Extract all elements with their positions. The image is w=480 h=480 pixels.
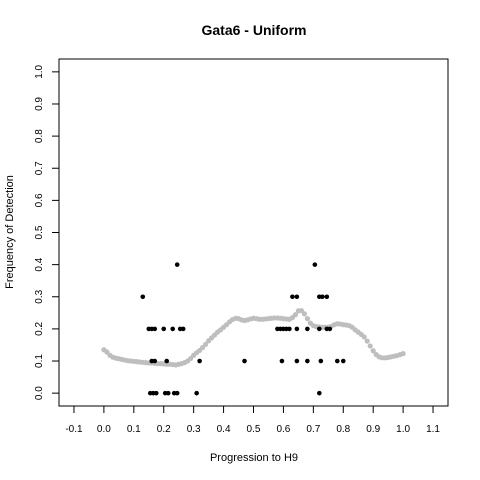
data-point (305, 358, 310, 364)
data-point (290, 294, 295, 300)
smoothed-point (304, 316, 310, 322)
y-tick-label: 0.9 (34, 97, 45, 111)
y-tick-label: 0.7 (34, 161, 45, 175)
data-point (170, 326, 176, 332)
data-point (279, 358, 285, 364)
x-tick-label: 0.4 (217, 424, 231, 435)
data-point (327, 326, 333, 332)
data-point (324, 294, 330, 300)
y-tick-label: 0.2 (34, 322, 45, 336)
y-tick-label: 0.6 (34, 193, 45, 207)
smoothed-point (367, 343, 373, 349)
smoothed-point (370, 348, 376, 354)
y-tick-label: 0.3 (34, 289, 45, 303)
smoothed-point (364, 338, 370, 344)
x-tick-label: 0.3 (187, 424, 201, 435)
smoothed-point (400, 351, 406, 357)
data-point (294, 294, 300, 300)
y-tick-label: 0.5 (34, 225, 45, 239)
data-point (317, 390, 322, 396)
y-axis: 0.0 0.1 0.2 0.3 0.4 0.5 0.6 0.7 0.8 0.9 1.0 (34, 64, 60, 400)
data-point (320, 294, 325, 300)
x-tick-label: -0.1 (65, 424, 83, 435)
data-point (153, 390, 159, 396)
data-point (294, 358, 300, 364)
data-point (197, 358, 202, 364)
data-point (318, 358, 324, 364)
y-tick-label: 1.0 (34, 64, 45, 78)
data-point (194, 390, 199, 396)
data-point (164, 358, 170, 364)
x-tick-label: 1.1 (426, 424, 440, 435)
x-tick-label: 0.7 (306, 424, 320, 435)
data-point (174, 390, 180, 396)
x-axis: -0.1 0.0 0.1 0.2 0.3 0.4 0.5 0.6 0.7 0.8 0.9 1.0 1.1 (65, 405, 440, 435)
observed-series (140, 262, 346, 396)
x-tick-label: 1.0 (396, 424, 410, 435)
y-tick-label: 0.4 (34, 257, 45, 271)
data-point (140, 294, 146, 300)
x-tick-label: 0.6 (276, 424, 290, 435)
data-point (165, 390, 171, 396)
x-tick-label: 0.0 (97, 424, 111, 435)
smoothed-point (292, 312, 298, 318)
y-axis-label: Frequency of Detection (4, 175, 16, 289)
x-tick-label: 0.9 (366, 424, 380, 435)
data-point (294, 326, 300, 332)
x-tick-label: 0.5 (247, 424, 261, 435)
data-point (340, 358, 346, 364)
data-point (161, 326, 167, 332)
data-point (305, 326, 310, 332)
x-axis-label: Progression to H9 (210, 452, 298, 464)
y-tick-label: 0.1 (34, 354, 45, 368)
smoothed-point (301, 311, 307, 317)
data-point (317, 326, 322, 332)
chart-title: Gata6 - Uniform (201, 22, 306, 38)
smoothed-point (361, 334, 367, 340)
x-tick-label: 0.8 (336, 424, 350, 435)
x-tick-label: 0.1 (127, 424, 141, 435)
data-point (312, 262, 318, 267)
data-point (180, 326, 186, 332)
data-point (152, 326, 158, 332)
smoothed-point (203, 341, 209, 347)
y-tick-label: 0.8 (34, 129, 45, 143)
data-point (334, 358, 340, 364)
x-tick-label: 0.2 (157, 424, 171, 435)
data-point (287, 326, 292, 332)
data-point (152, 358, 158, 364)
data-point (174, 262, 180, 267)
smoothed-series (101, 307, 406, 368)
y-tick-label: 0.0 (34, 386, 45, 400)
data-point (242, 358, 247, 364)
